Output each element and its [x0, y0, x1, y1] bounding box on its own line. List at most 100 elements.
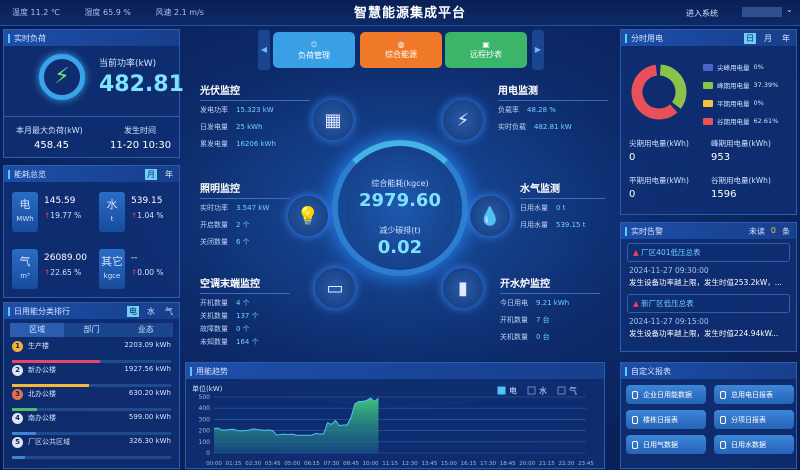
- toggle-day[interactable]: 日: [744, 32, 756, 44]
- temperature: 温度 11.2 ℃: [12, 8, 60, 17]
- overview-value: 26089.00: [44, 253, 87, 263]
- monitor-title: 空调末端监控: [200, 275, 290, 294]
- humidity: 湿度 65.9 %: [84, 8, 131, 17]
- report-button[interactable]: 总用电日报表: [714, 385, 794, 404]
- report-button[interactable]: 分项日报表: [714, 410, 794, 429]
- legend-checkbox[interactable]: [527, 386, 536, 395]
- x-tick-label: 01:15: [226, 461, 242, 467]
- toggle-month[interactable]: 月: [145, 168, 157, 180]
- lighting-monitor: 照明监控 实时功率 3.547 kW 开启数量 2 个关闭数量 6 个: [200, 180, 290, 254]
- tou-stat: 平期用电量(kWh) 0: [629, 176, 689, 200]
- report-button[interactable]: 日用水数据: [714, 435, 794, 454]
- tab-department[interactable]: 部门: [83, 325, 100, 334]
- weather-info: 温度 11.2 ℃ 湿度 65.9 % 风速 2.1 m/s: [12, 7, 226, 18]
- lightning-icon: ⚡: [443, 100, 483, 140]
- unread-unit: 条: [782, 226, 790, 236]
- toggle-year[interactable]: 年: [165, 169, 173, 179]
- overview-change: ↑0.00 %: [131, 268, 164, 277]
- energy-trend-chart: 单位(kW) 0 100 200 300 400 500 00:00 01:15 02:30 03:…: [192, 384, 594, 467]
- report-button[interactable]: 日用气数据: [626, 435, 706, 454]
- x-tick-label: 15:00: [441, 461, 457, 467]
- x-tick-label: 12:30: [402, 461, 418, 467]
- air-conditioner-icon: ▭: [315, 268, 355, 308]
- overview-change: ↑22.65 %: [44, 268, 82, 277]
- nav-button[interactable]: ▣ 远程抄表: [445, 32, 527, 68]
- toggle-month[interactable]: 月: [764, 33, 772, 43]
- overview-change: ↑1.04 %: [131, 211, 164, 220]
- ranking-bar: [12, 360, 100, 363]
- y-tick-label: 500: [199, 394, 211, 401]
- toggle-electric[interactable]: 电: [127, 305, 139, 317]
- overview-item: 气 m³ 26089.00 ↑22.65 %: [12, 249, 87, 289]
- report-icon: [632, 440, 638, 449]
- toggle-year[interactable]: 年: [782, 33, 790, 43]
- chevron-down-icon[interactable]: ⌄: [786, 5, 793, 14]
- ranking-value: 599.00 kWh: [128, 413, 171, 421]
- ranking-name: 南办公楼: [28, 414, 56, 422]
- time-label: 发生时间: [124, 126, 156, 135]
- overview-card-icon: 气 m³: [12, 249, 38, 289]
- next-arrow[interactable]: ▶: [532, 30, 544, 70]
- overview-change: ↑19.77 %: [44, 211, 82, 220]
- alarm-panel: 实时告警 未读 0 条 ▲ 厂区401低压总表 2024-11-27 09:30:00…: [620, 222, 797, 352]
- tab-region[interactable]: 区域: [10, 323, 65, 337]
- power-label: 当前功率(kW): [99, 59, 157, 69]
- light-bulb-icon: 💡: [288, 196, 328, 236]
- top-bar: 温度 11.2 ℃ 湿度 65.9 % 风速 2.1 m/s 智慧能源集成平台 …: [0, 0, 800, 26]
- donut-slice: [631, 64, 678, 120]
- legend-checkbox[interactable]: [497, 386, 506, 395]
- nav-button[interactable]: ◍ 综合能源: [360, 32, 442, 68]
- overview-value: 145.59: [44, 196, 76, 206]
- toggle-water[interactable]: 水: [147, 306, 155, 316]
- x-tick-label: 18:45: [500, 461, 516, 467]
- rank-medal-icon: 1: [12, 341, 23, 352]
- arrow-up-icon: ↑: [131, 268, 138, 277]
- x-tick-label: 22:30: [558, 461, 574, 467]
- report-button[interactable]: 企业日用能数据: [626, 385, 706, 404]
- ranking-value: 630.20 kWh: [128, 389, 171, 397]
- x-tick-label: 13:45: [421, 461, 437, 467]
- report-icon: [632, 415, 638, 424]
- unread-count: 0: [770, 225, 776, 235]
- unread-label: 未读: [748, 226, 765, 236]
- center-ring: [332, 140, 468, 276]
- report-icon: [720, 390, 726, 399]
- legend-checkbox[interactable]: [557, 386, 566, 395]
- tab-business[interactable]: 业态: [137, 325, 154, 334]
- enter-system-link[interactable]: 进入系统: [686, 9, 718, 18]
- nav-button[interactable]: ⏲ 负荷管理: [273, 32, 355, 68]
- monitor-title: 水气监测: [520, 180, 605, 199]
- nav-button-icon: ◍: [397, 40, 405, 49]
- legend-label: 气: [569, 386, 577, 396]
- legend-item: 峰期用电量 37.39%: [703, 80, 778, 90]
- ranking-value: 2203.09 kWh: [124, 341, 171, 349]
- arrow-up-icon: ↑: [131, 211, 138, 220]
- y-tick-label: 300: [199, 416, 211, 423]
- x-tick-label: 06:15: [304, 461, 320, 467]
- realtime-load-panel: 实时负荷 ⚡ 当前功率(kW) 482.81 本月最大负荷(kW) 458.45…: [3, 29, 184, 158]
- toggle-gas[interactable]: 气: [165, 306, 173, 316]
- ranking-item[interactable]: 3 北办公楼 630.20 kWh: [12, 389, 171, 413]
- x-tick-label: 17:30: [480, 461, 496, 467]
- panel-title: 能耗总览: [14, 169, 46, 179]
- ranking-item[interactable]: 2 新办公楼 1927.56 kWh: [12, 365, 171, 389]
- alarm-item[interactable]: ▲ 厂区401低压总表 2024-11-27 09:30:00 发生设备功率越上限，…: [621, 243, 796, 290]
- page-title: 智慧能源集成平台: [353, 6, 466, 21]
- report-button[interactable]: 楼栋日报表: [626, 410, 706, 429]
- prev-arrow[interactable]: ◀: [258, 30, 270, 70]
- ranking-item[interactable]: 5 厂区公共区域 326.30 kWh: [12, 437, 171, 461]
- report-icon: [632, 390, 638, 399]
- alarm-item[interactable]: ▲ 新厂区低压总表 2024-11-27 09:15:00 发生设备功率越上限，发生…: [621, 294, 796, 341]
- report-panel: 自定义报表 企业日用能数据 总用电日报表 楼栋日报表 分项日报表 日用气数据 日用水数据: [620, 362, 797, 469]
- user-menu[interactable]: [742, 7, 782, 17]
- ranking-name: 厂区公共区域: [28, 438, 70, 446]
- ranking-name: 生产楼: [28, 342, 49, 350]
- panel-title: 自定义报表: [631, 366, 671, 376]
- ranking-item[interactable]: 1 生产楼 2203.09 kWh: [12, 341, 171, 365]
- ranking-bar: [12, 432, 36, 435]
- nav-button-label: 综合能源: [385, 50, 417, 59]
- x-tick-label: 10:00: [363, 461, 379, 467]
- ranking-item[interactable]: 4 南办公楼 599.00 kWh: [12, 413, 171, 437]
